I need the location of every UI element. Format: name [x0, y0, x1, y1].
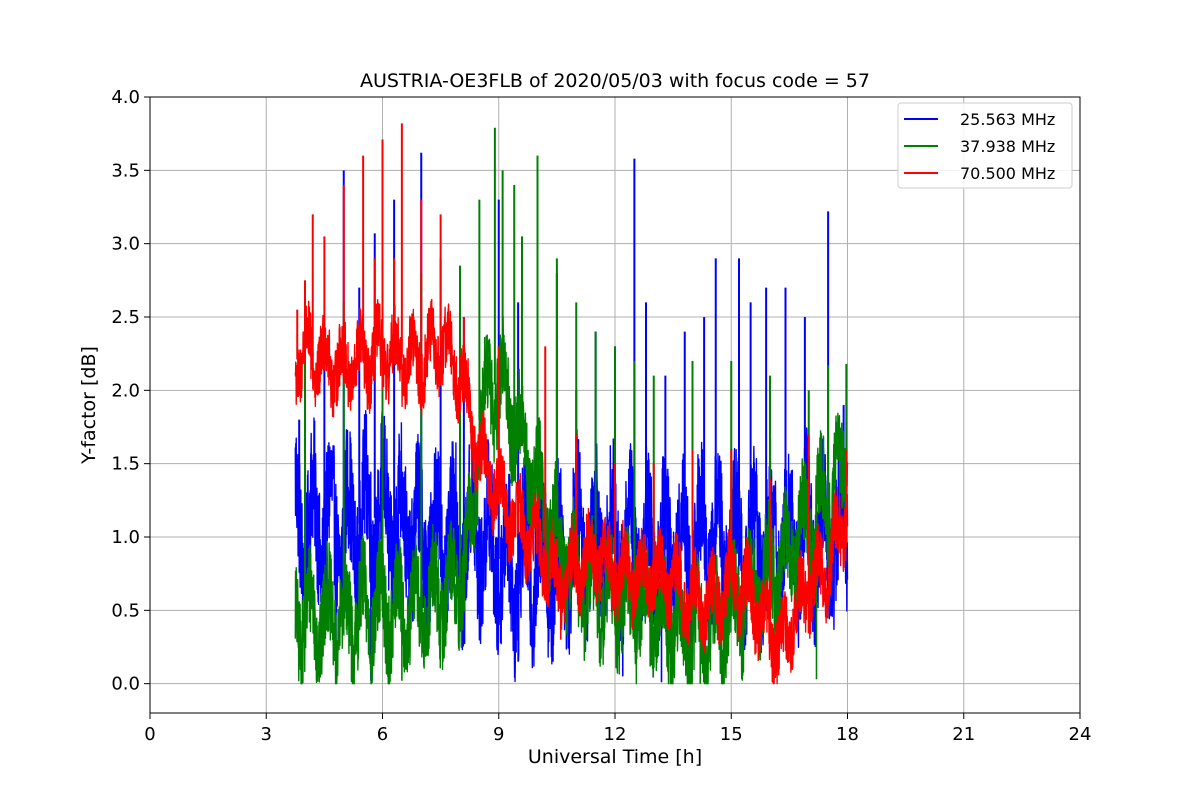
legend-box [897, 102, 1073, 189]
x-tick-label: 9 [493, 724, 504, 745]
x-tick-label: 24 [1069, 724, 1092, 745]
x-tick-label: 6 [377, 724, 388, 745]
ticks-layer: 0 3 6 9 12 15 18 21 24 0.0 0.5 1.0 1.5 2.0 2.5 3.0 3.5 4.… [111, 87, 1091, 745]
chart-title: AUSTRIA-OE3FLB of 2020/05/03 with focus … [360, 70, 870, 92]
y-axis-label: Y-factor [dB] [78, 346, 100, 465]
series-layer [294, 123, 849, 685]
y-tick-label: 1.5 [111, 454, 140, 475]
legend-label: 37.938 MHz [960, 137, 1055, 156]
y-tick-label: 3.5 [111, 160, 140, 181]
y-tick-label: 2.0 [111, 380, 140, 401]
y-tick-label: 4.0 [111, 87, 140, 108]
legend-label: 25.563 MHz [960, 110, 1055, 129]
y-tick-label: 2.5 [111, 307, 140, 328]
y-tick-label: 1.0 [111, 527, 140, 548]
x-tick-label: 15 [720, 724, 743, 745]
y-tick-label: 3.0 [111, 234, 140, 255]
series-line [294, 298, 849, 685]
x-axis-label: Universal Time [h] [528, 746, 702, 768]
x-tick-label: 12 [604, 724, 627, 745]
y-tick-label: 0.0 [111, 674, 140, 695]
legend: 25.563 MHz 37.938 MHz 70.500 MHz [897, 102, 1073, 189]
x-tick-label: 21 [952, 724, 975, 745]
legend-label: 70.500 MHz [960, 164, 1055, 183]
x-tick-label: 0 [144, 724, 155, 745]
series-group [294, 123, 849, 685]
y-tick-label: 0.5 [111, 600, 140, 621]
x-tick-label: 18 [836, 724, 859, 745]
x-tick-label: 3 [261, 724, 272, 745]
